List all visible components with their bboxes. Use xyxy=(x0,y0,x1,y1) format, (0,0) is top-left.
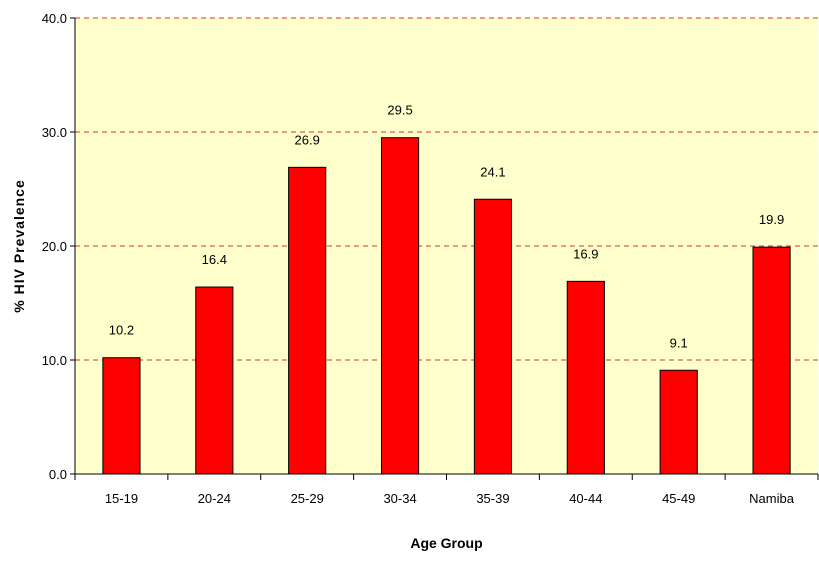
data-label: 24.1 xyxy=(480,164,505,179)
data-label: 26.9 xyxy=(295,132,320,147)
data-label: 16.4 xyxy=(202,252,227,267)
data-label: 9.1 xyxy=(670,335,688,350)
x-tick-label: 40-44 xyxy=(569,491,602,506)
bar-30-34 xyxy=(380,137,420,475)
x-axis-title: Age Group xyxy=(410,535,482,551)
x-tick-label: 15-19 xyxy=(105,491,138,506)
data-label: 10.2 xyxy=(109,323,134,338)
data-label: 16.9 xyxy=(573,246,598,261)
y-tick-label: 20.0 xyxy=(42,239,67,254)
y-tick-labels: 0.0 10.0 20.0 30.0 40.0 xyxy=(42,11,67,482)
x-tick-label: 25-29 xyxy=(291,491,324,506)
y-tick-label: 0.0 xyxy=(49,467,67,482)
bar-25-29 xyxy=(288,166,327,475)
bar-45-49 xyxy=(659,369,698,475)
axes xyxy=(70,17,819,480)
data-labels: 10.2 16.4 26.9 29.5 24.1 16.9 9.1 19.9 xyxy=(109,103,784,351)
x-tick-label: 45-49 xyxy=(662,491,695,506)
y-tick-label: 10.0 xyxy=(42,353,67,368)
data-label: 19.9 xyxy=(759,212,784,227)
bars xyxy=(102,137,791,475)
x-tick-labels: 15-19 20-24 25-29 30-34 35-39 40-44 45-49 Namib… xyxy=(105,491,795,506)
bar-namiba xyxy=(752,246,791,475)
gridlines xyxy=(75,17,818,361)
x-tick-label: 35-39 xyxy=(476,491,509,506)
x-tick-label: Namiba xyxy=(749,491,795,506)
bar-35-39 xyxy=(473,198,513,475)
bar-40-44 xyxy=(566,280,605,475)
data-label: 29.5 xyxy=(387,103,412,118)
y-tick-label: 40.0 xyxy=(42,11,67,26)
y-tick-label: 30.0 xyxy=(42,125,67,140)
bar-15-19 xyxy=(102,357,141,475)
bar-20-24 xyxy=(195,286,234,475)
y-axis-title: % HIV Prevalence xyxy=(11,179,27,313)
x-tick-label: 20-24 xyxy=(198,491,231,506)
x-tick-label: 30-34 xyxy=(383,491,416,506)
